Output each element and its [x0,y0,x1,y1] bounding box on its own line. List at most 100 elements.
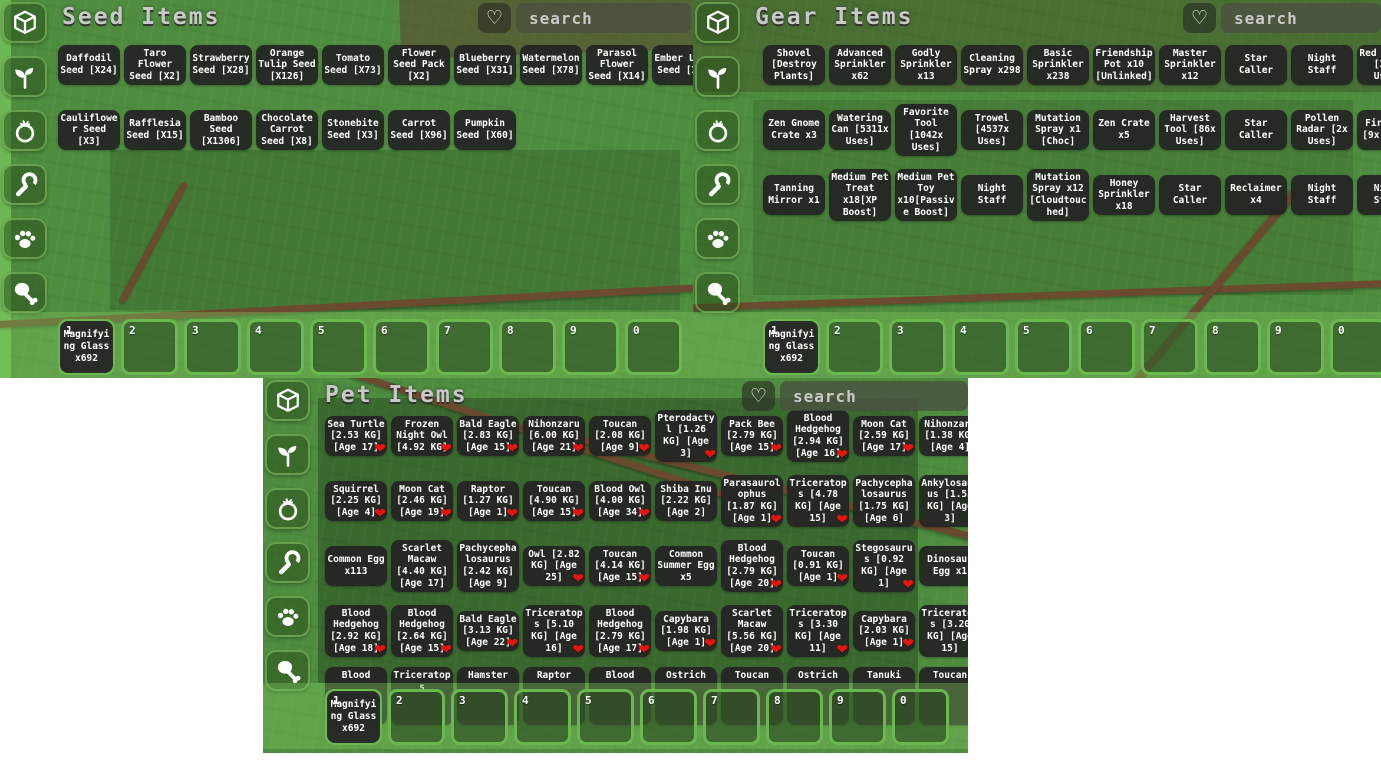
hotbar-slot-5[interactable]: 5 [577,689,634,745]
item-button[interactable]: Night Staff [1357,175,1381,215]
item-button[interactable]: Flower Seed Pack [X2] [388,44,450,86]
search-input[interactable] [516,3,691,33]
item-button[interactable]: Advanced Sprinkler x62 [829,44,891,86]
hotbar-slot-4[interactable]: 4 [952,319,1009,375]
item-button[interactable]: Godly Sprinkler x13 [895,44,957,86]
hotbar-slot-9[interactable]: 9 [829,689,886,745]
item-button[interactable]: Daffodil Seed [X24] [58,45,120,85]
sidebar-tab-crops[interactable] [695,110,740,151]
item-button[interactable]: Medium Pet Treat x18[XP Boost] [829,168,891,222]
hotbar-slot-4[interactable]: 4 [247,319,304,375]
item-button[interactable]: Parasol Flower Seed [X14] [586,44,648,86]
item-button[interactable]: Common Summer Egg x5 [655,545,717,587]
hotbar-slot-7[interactable]: 7 [436,319,493,375]
item-button[interactable]: Blood Hedgehog [2.64 KG] [Age 15] ❤ [391,604,453,658]
item-button[interactable]: Pack Bee [2.79 KG] [Age 15] ❤ [721,415,783,457]
hotbar-slot-2[interactable]: 2 [121,319,178,375]
item-button[interactable]: Blood Hedgehog [2.94 KG] [Age 16] ❤ [787,409,849,463]
hotbar-slot-7[interactable]: 7 [1141,319,1198,375]
item-button[interactable]: Raptor [1.27 KG] [Age 1] ❤ [457,480,519,522]
item-button[interactable]: Basic Sprinkler x238 [1027,44,1089,86]
item-button[interactable]: Ember Lily Seed [X1] [652,45,693,85]
sidebar-tab-pets[interactable] [695,218,740,259]
item-button[interactable]: Chocolate Carrot Seed [X8] [256,109,318,151]
item-button[interactable]: Triceratops [5.10 KG] [Age 16] ❤ [523,604,585,658]
hotbar-slot-9[interactable]: 9 [562,319,619,375]
item-button[interactable]: Toucan [0.91 KG] [Age 1] ❤ [787,545,849,587]
hotbar-slot-3[interactable]: 3 [184,319,241,375]
item-button[interactable]: Bald Eagle [3.13 KG] [Age 22] ❤ [457,610,519,652]
item-button[interactable]: Squirrel [2.25 KG] [Age 4] ❤ [325,480,387,522]
item-button[interactable]: Favorite Tool [1042x Uses] [895,103,957,157]
hotbar-slot-8[interactable]: 8 [1204,319,1261,375]
item-button[interactable]: Nihonzaru [6.00 KG] [Age 21] ❤ [523,415,585,457]
item-button[interactable]: Bamboo Seed [X1306] [190,109,252,151]
item-button[interactable]: Blood Hedgehog [2.92 KG] [Age 18] ❤ [325,604,387,658]
item-button[interactable]: Star Caller [1225,45,1287,85]
item-button[interactable]: Bald Eagle [2.83 KG] [Age 15] ❤ [457,415,519,457]
hotbar-slot-5[interactable]: 5 [310,319,367,375]
item-button[interactable]: Shiba Inu [2.22 KG] [Age 2] [655,480,717,522]
hotbar-slot-8[interactable]: 8 [499,319,556,375]
item-button[interactable]: Tanning Mirror x1 [763,175,825,215]
item-button[interactable]: Watering Can [5311x Uses] [829,109,891,151]
item-button[interactable]: Stonebite Seed [X3] [322,110,384,150]
item-button[interactable]: Shovel [Destroy Plants] [763,44,825,86]
item-button[interactable]: Medium Pet Toy x10[Passive Boost] [895,168,957,222]
sidebar-tab-gear[interactable] [2,164,47,205]
hotbar-item-magnifying-glass[interactable]: Magnifying Glass x692 [60,321,113,373]
hotbar-slot-2[interactable]: 2 [826,319,883,375]
item-button[interactable]: Pachycephalosaurus [2.42 KG] [Age 9] [457,539,519,593]
favorites-filter-button[interactable]: ♡ [742,381,775,411]
sidebar-tab-food[interactable] [265,650,310,691]
item-button[interactable]: Moon Cat [2.46 KG] [Age 19] ❤ [391,480,453,522]
item-button[interactable]: Master Sprinkler x12 [1159,44,1221,86]
item-button[interactable]: Tomato Seed [X73] [322,45,384,85]
item-button[interactable]: Pollen Radar [2x Uses] [1291,109,1353,151]
hotbar-slot-9[interactable]: 9 [1267,319,1324,375]
item-button[interactable]: Scarlet Macaw [4.40 KG] [Age 17] [391,539,453,593]
sidebar-tab-inventory[interactable] [695,2,740,43]
hotbar-slot-1[interactable]: Magnifying Glass x692 1 [58,319,115,375]
item-button[interactable]: Mutation Spray x1 [Choc] [1027,109,1089,151]
item-button[interactable]: Reclaimer x4 [1225,175,1287,215]
item-button[interactable]: Stegosaurus [0.92 KG] [Age 1] ❤ [853,539,915,593]
item-button[interactable]: Parasaurolophus [1.87 KG] [Age 1] ❤ [721,474,783,528]
hotbar-item-magnifying-glass[interactable]: Magnifying Glass x692 [327,691,380,743]
item-button[interactable]: Capybara [2.03 KG] [Age 1] ❤ [853,610,915,652]
sidebar-tab-pets[interactable] [265,596,310,637]
item-button[interactable]: Rafflesia Seed [X15] [124,110,186,150]
item-button[interactable]: Capybara [1.98 KG] [Age 1] ❤ [655,610,717,652]
item-button[interactable]: Strawberry Seed [X28] [190,45,252,85]
item-button[interactable]: Honey Sprinkler x18 [1093,174,1155,216]
item-button[interactable]: Zen Crate x5 [1093,110,1155,150]
hotbar-item-magnifying-glass[interactable]: Magnifying Glass x692 [765,321,818,373]
sidebar-tab-seeds[interactable] [695,56,740,97]
hotbar-slot-6[interactable]: 6 [1078,319,1135,375]
sidebar-tab-food[interactable] [695,272,740,313]
item-button[interactable]: Blood Owl [4.00 KG] [Age 34] ❤ [589,480,651,522]
hotbar-slot-3[interactable]: 3 [889,319,946,375]
sidebar-tab-inventory[interactable] [2,2,47,43]
hotbar-slot-7[interactable]: 7 [703,689,760,745]
item-button[interactable]: Dinosaur Egg x1 [919,546,968,586]
hotbar-slot-6[interactable]: 6 [373,319,430,375]
item-button[interactable]: Triceratops [3.20 KG] [Age 15]❤ [919,604,968,658]
item-button[interactable]: Night Staff [961,175,1023,215]
item-button[interactable]: Trowel [4537x Uses] [961,109,1023,151]
hotbar-slot-4[interactable]: 4 [514,689,571,745]
item-button[interactable]: Taro Flower Seed [X2] [124,44,186,86]
hotbar-slot-1[interactable]: Magnifying Glass x692 1 [763,319,820,375]
item-button[interactable]: Orange Tulip Seed [X126] [256,44,318,86]
item-button[interactable]: Zen Gnome Crate x3 [763,110,825,150]
hotbar-slot-0[interactable]: 0 [1330,319,1381,375]
item-button[interactable]: Cleaning Spray x298 [961,45,1023,85]
item-button[interactable]: Toucan [4.14 KG] [Age 15] ❤ [589,545,651,587]
item-button[interactable]: Star Caller [1225,110,1287,150]
item-button[interactable]: Pumpkin Seed [X60] [454,110,516,150]
item-button[interactable]: Night Staff [1291,175,1353,215]
sidebar-tab-pets[interactable] [2,218,47,259]
item-button[interactable]: Pterodactyl [1.26 KG] [Age 3] ❤ [655,409,717,463]
hotbar-slot-3[interactable]: 3 [451,689,508,745]
item-button[interactable]: Triceratops [3.30 KG] [Age 11] ❤ [787,604,849,658]
